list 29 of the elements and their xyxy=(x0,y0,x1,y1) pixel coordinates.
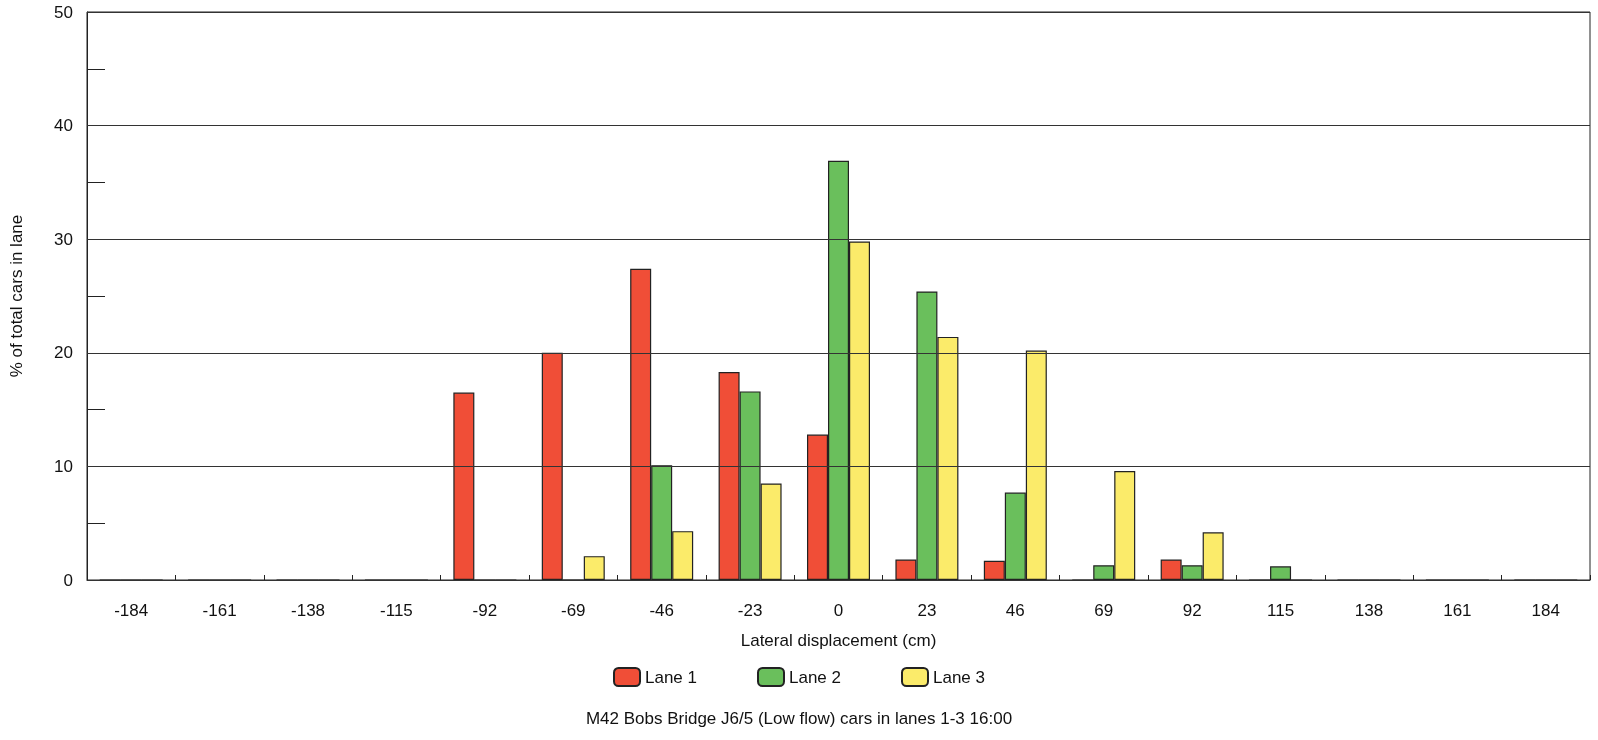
x-tick-label: -115 xyxy=(380,601,413,620)
x-tick-label: 23 xyxy=(917,601,937,620)
x-tick-label: 92 xyxy=(1182,601,1202,620)
y-tick-label: 30 xyxy=(54,229,73,249)
legend-label: Lane 2 xyxy=(789,667,841,687)
legend-label: Lane 3 xyxy=(933,667,985,687)
y-tick-label: 0 xyxy=(63,570,73,590)
x-tick-label: -46 xyxy=(649,601,674,620)
legend-label: Lane 1 xyxy=(645,667,698,687)
y-tick-label: 40 xyxy=(54,116,73,136)
x-tick-label: 138 xyxy=(1354,601,1384,620)
x-axis-title: Lateral displacement (cm) xyxy=(740,631,937,650)
x-tick-label: 46 xyxy=(1005,601,1025,620)
x-tick-label: 184 xyxy=(1531,601,1560,620)
y-tick-label: 20 xyxy=(54,343,73,363)
x-tick-label: -138 xyxy=(291,601,326,620)
y-tick-label: 50 xyxy=(54,2,73,22)
x-tick-label: -184 xyxy=(114,601,149,620)
x-tick-label: -23 xyxy=(737,601,763,620)
x-tick-label: -92 xyxy=(472,601,498,620)
x-tick-label: -161 xyxy=(202,601,237,620)
y-tick-label: 10 xyxy=(54,456,73,476)
y-axis-title: % of total cars in lane xyxy=(7,214,26,378)
x-tick-label: 161 xyxy=(1443,601,1472,620)
x-tick-label: -69 xyxy=(560,601,586,620)
text: M42 Bobs Bridge J6/5 (Low flow) cars in lanes 1-3 16:00 xyxy=(585,709,1013,728)
x-tick-label: 0 xyxy=(833,601,844,620)
x-tick-label: 115 xyxy=(1267,601,1295,620)
x-tick-label: 69 xyxy=(1094,601,1114,620)
